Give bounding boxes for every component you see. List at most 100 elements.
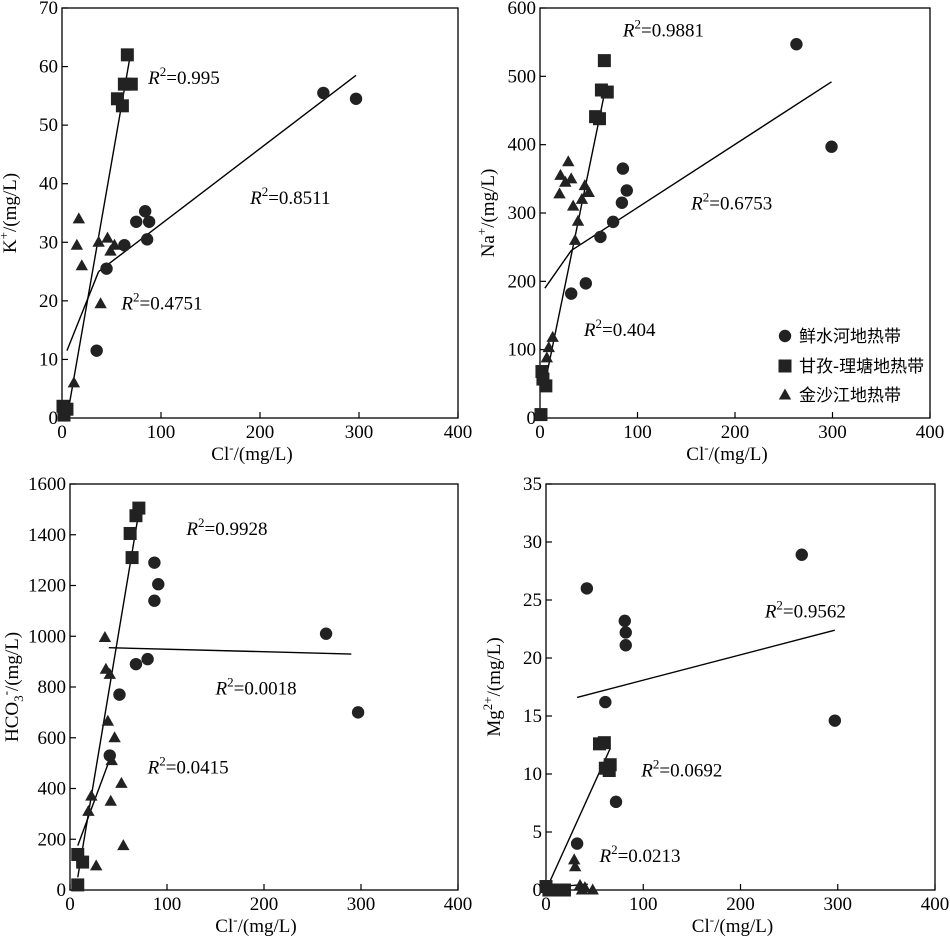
- square-marker: [132, 501, 146, 515]
- triangle-marker: [72, 212, 86, 224]
- y-tick-label: 800: [38, 677, 67, 698]
- fit-line: [544, 84, 607, 384]
- triangle-marker: [108, 731, 121, 743]
- square-marker: [60, 402, 74, 416]
- y-tick-label: 400: [508, 135, 537, 156]
- x-tick-label: 0: [57, 422, 67, 443]
- circle-marker: [113, 688, 126, 701]
- y-axis-title: HCO3-/(mg/L): [0, 632, 26, 742]
- circle-marker: [580, 582, 594, 595]
- y-tick-label: 0: [533, 880, 543, 901]
- y-tick-label: 60: [39, 57, 58, 78]
- circle-marker: [152, 578, 165, 591]
- y-tick-label: 600: [38, 728, 67, 749]
- triangle-marker: [562, 155, 575, 167]
- triangle-marker: [554, 168, 567, 180]
- triangle-marker: [565, 172, 578, 184]
- circle-marker: [618, 614, 631, 628]
- circle-marker: [620, 184, 633, 197]
- panel-3: 0 100 200 300 400 0 200 400 600 800 1000 1200 1400 16…: [0, 474, 472, 937]
- x-tick-label: 200: [250, 894, 279, 915]
- triangle-marker: [566, 199, 580, 211]
- circle-marker: [828, 714, 842, 727]
- x-tick-label: 200: [726, 894, 755, 915]
- triangle-marker: [67, 376, 81, 388]
- x-tick-label: 100: [629, 894, 658, 915]
- y-tick-label: 500: [508, 66, 537, 87]
- legend-label: 金沙江地热带: [799, 386, 901, 406]
- triangle-marker: [117, 839, 130, 851]
- circle-marker: [140, 233, 154, 246]
- circle-marker: [148, 594, 161, 607]
- triangle-marker: [103, 667, 116, 679]
- square-marker: [597, 54, 611, 68]
- triangle-marker: [98, 631, 112, 643]
- panel-1: 0 100 200 300 400 0 10 20 30 40 50 60 70 Cl-/(mg/L) K+…: [0, 0, 472, 465]
- fit-line: [98, 74, 357, 273]
- circle-marker-series: [570, 548, 842, 850]
- x-tick-label: 400: [916, 422, 945, 443]
- panel-2: 0 100 200 300 400 0 100 200 300 400 500 600 Cl-/(mg/…: [474, 0, 944, 465]
- legend-label: 鲜水河地热带: [799, 327, 901, 347]
- triangle-marker: [546, 330, 559, 342]
- triangle-marker-series: [67, 212, 121, 388]
- square-marker: [592, 112, 606, 126]
- circle-marker: [351, 706, 365, 719]
- circle-marker: [317, 86, 330, 100]
- y-tick-label: 40: [39, 174, 58, 195]
- r2-label: R2=0.0213: [598, 842, 680, 867]
- y-tick-label: 1400: [28, 525, 66, 546]
- circle-marker: [90, 344, 103, 357]
- panel-4: 0 100 200 300 400 0 5 10 15 20 25 30 35 Cl-/(mg/L) Mg2…: [480, 474, 949, 937]
- triangle-marker: [115, 776, 128, 788]
- r2-label: R2=0.4751: [120, 290, 202, 315]
- x-axis-title: Cl-/(mg/L): [211, 440, 292, 465]
- triangle-marker: [568, 853, 581, 865]
- r2-label: R2=0.0692: [640, 756, 722, 781]
- circle-marker: [100, 262, 113, 275]
- circle-marker: [319, 627, 333, 640]
- x-tick-label: 300: [347, 894, 376, 915]
- triangle-marker: [575, 192, 589, 204]
- y-tick-label: 0: [57, 880, 67, 901]
- x-tick-label: 400: [444, 894, 473, 915]
- r2-label: R2=0.8511: [249, 184, 330, 209]
- r2-label: R2=0.9562: [764, 597, 846, 622]
- legend-item: 鲜水河地热带: [778, 327, 901, 347]
- circle-marker: [129, 657, 143, 671]
- x-tick-label: 100: [153, 894, 182, 915]
- triangle-marker: [586, 883, 599, 895]
- triangle-marker: [108, 238, 121, 250]
- triangle-marker: [101, 231, 114, 243]
- square-marker: [597, 736, 611, 750]
- x-tick-label: 200: [246, 422, 275, 443]
- y-tick-label: 20: [39, 291, 58, 312]
- y-tick-label: 600: [508, 0, 537, 19]
- circle-marker: [570, 837, 584, 850]
- y-tick-label: 200: [508, 271, 537, 292]
- y-tick-label: 50: [39, 115, 58, 136]
- circle-marker: [599, 695, 612, 709]
- fit-line: [77, 761, 110, 846]
- circle-marker: [616, 162, 630, 175]
- square-marker-series: [56, 48, 138, 422]
- triangle-marker: [568, 233, 582, 245]
- y-tick-label: 100: [508, 340, 537, 361]
- circle-marker: [148, 556, 161, 569]
- x-tick-label: 100: [623, 422, 652, 443]
- circle-marker-series: [565, 38, 838, 300]
- triangle-marker: [82, 804, 95, 816]
- triangle-marker-legend: [778, 388, 792, 400]
- legend-item: 金沙江地热带: [778, 386, 901, 406]
- circle-marker: [615, 196, 629, 209]
- y-tick-label: 400: [38, 779, 67, 800]
- triangle-marker: [578, 179, 592, 191]
- y-tick-label: 200: [38, 829, 67, 850]
- y-tick-label: 30: [39, 232, 58, 253]
- triangle-marker: [105, 754, 118, 766]
- x-tick-label: 300: [818, 422, 847, 443]
- y-tick-label: 1200: [28, 576, 66, 597]
- plot-frame: [545, 483, 936, 891]
